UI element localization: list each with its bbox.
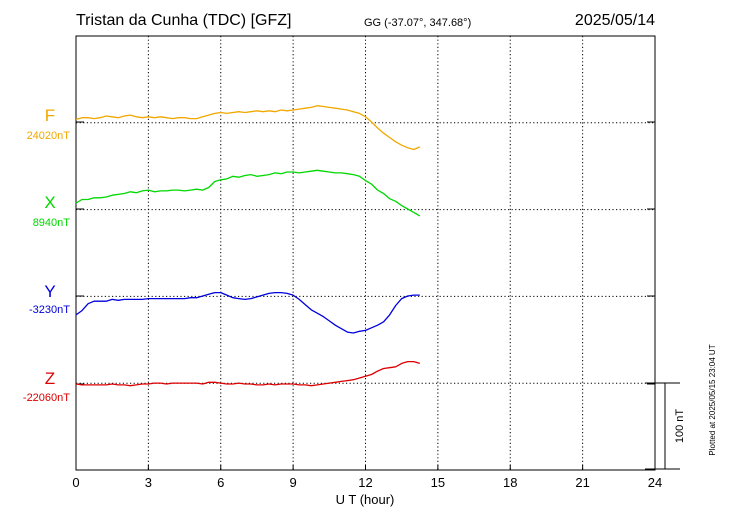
series-name-y: Y <box>44 282 55 301</box>
series-lines <box>75 105 421 387</box>
series-baseline-y: -3230nT <box>29 304 70 316</box>
series-line-x <box>75 169 421 217</box>
scale-bar: 100 nT <box>645 382 686 470</box>
x-axis-ticks: 0 3 6 9 12 15 18 21 24 <box>72 465 662 490</box>
station-title: Tristan da Cunha (TDC) [GFZ] <box>76 12 291 29</box>
series-baseline-f: 24020nT <box>27 130 71 142</box>
x-tick-label: 24 <box>648 475 662 490</box>
series-line-z <box>75 360 420 387</box>
series-name-x: X <box>44 193 55 212</box>
x-tick-label: 0 <box>72 475 79 490</box>
x-tick-label: 21 <box>575 475 589 490</box>
x-tick-label: 9 <box>290 475 297 490</box>
series-line-f <box>75 105 421 151</box>
series-name-f: F <box>45 106 55 125</box>
series-line-y <box>75 291 420 334</box>
x-tick-label: 12 <box>358 475 372 490</box>
scale-bar-label: 100 nT <box>674 409 686 444</box>
x-axis-label: U T (hour) <box>336 492 395 507</box>
x-tick-label: 3 <box>145 475 152 490</box>
station-coords: GG (-37.07°, 347.68°) <box>364 17 471 29</box>
series-labels: F 24020nT X 8940nT Y -3230nT Z -22060nT <box>23 106 70 404</box>
series-name-z: Z <box>45 369 55 388</box>
series-baseline-x: 8940nT <box>33 217 71 229</box>
plotted-timestamp: Plotted at 2025/05/15 23:04 UT <box>708 344 717 455</box>
x-tick-label: 6 <box>217 475 224 490</box>
x-tick-label: 18 <box>503 475 517 490</box>
plot-date: 2025/05/14 <box>575 12 655 29</box>
x-tick-label: 15 <box>431 475 445 490</box>
grid-lines <box>76 36 655 470</box>
series-baseline-z: -22060nT <box>23 392 70 404</box>
